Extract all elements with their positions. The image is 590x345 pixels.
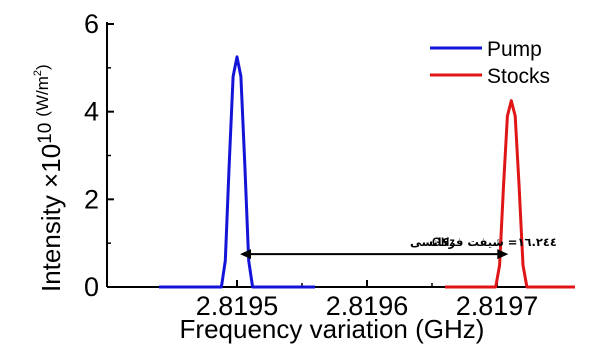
series-group: [159, 55, 575, 289]
x-tick-label: 2.8196: [326, 291, 409, 321]
x-ticks: 2.8195 2.8196 2.8197: [196, 280, 539, 321]
series-line-pump: [159, 55, 315, 289]
legend-label-pump: Pump: [487, 38, 542, 61]
y-axis-title-main: Intensity ×10: [36, 144, 66, 292]
arrow-head-right: [497, 249, 509, 260]
y-tick-label: 6: [84, 9, 99, 39]
y-tick-label: 4: [84, 97, 99, 127]
x-axis-title: Frequency variation (GHz): [180, 314, 485, 344]
frequency-shift-annotation: ١٦.٢٤٤= شیفت فرکانسی GHz: [240, 235, 557, 260]
x-tick-label: 2.8195: [196, 291, 279, 321]
frequency-shift-unit: GHz: [432, 237, 455, 249]
y-axis-unit: (W/m: [33, 76, 52, 117]
legend: Pump Stocks: [430, 38, 550, 88]
legend-label-stocks: Stocks: [487, 65, 550, 88]
y-axis-title-exponent: 10: [35, 123, 56, 144]
y-axis-title: Intensity ×1010 (W/m2): [32, 64, 66, 292]
x-tick-label: 2.8197: [456, 291, 539, 321]
y-tick-label: 0: [84, 272, 99, 302]
arrow-head-left: [240, 249, 251, 260]
series-line-stocks: [445, 99, 575, 289]
y-ticks: 0 2 4 6: [84, 9, 114, 302]
frequency-shift-label: ١٦.٢٤٤= شیفت فرکانسی: [410, 235, 557, 249]
y-tick-label: 2: [84, 184, 99, 214]
svg-text:Intensity ×1010(W/m2): Intensity ×1010 (W/m2): [32, 64, 66, 292]
y-axis-unit-superscript: 2: [32, 70, 44, 76]
y-axis-unit-close: ): [33, 64, 52, 70]
